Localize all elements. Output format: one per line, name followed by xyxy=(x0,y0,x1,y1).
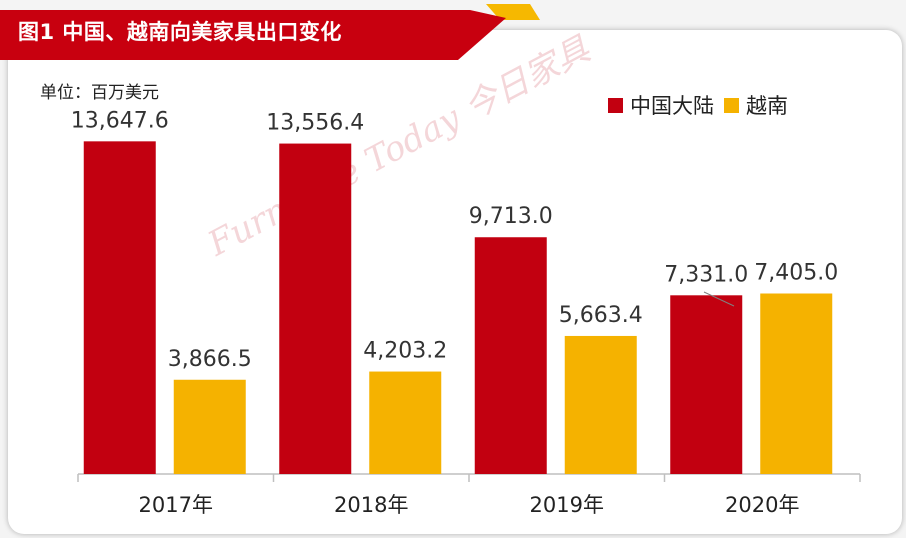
data-label-china-3: 7,331.0 xyxy=(664,262,748,287)
bar-vietnam-2 xyxy=(564,335,637,474)
bar-vietnam-3 xyxy=(760,293,833,474)
data-label-china-2: 9,713.0 xyxy=(469,204,553,229)
legend: 中国大陆 越南 xyxy=(608,90,798,120)
x-tick-label-3: 2020年 xyxy=(725,493,799,517)
data-label-china-0: 13,647.6 xyxy=(71,108,169,133)
title-background xyxy=(0,10,506,60)
legend-swatch-vietnam xyxy=(724,97,739,113)
data-label-vietnam-1: 4,203.2 xyxy=(363,339,447,364)
bar-china-1 xyxy=(279,143,352,474)
bar-china-2 xyxy=(474,237,547,474)
legend-item-china: 中国大陆 xyxy=(608,90,714,120)
chart-card xyxy=(8,30,902,534)
unit-label: 单位：百万美元 xyxy=(40,83,159,103)
bar-vietnam-0 xyxy=(173,379,246,474)
legend-label-china: 中国大陆 xyxy=(630,94,714,118)
data-label-vietnam-0: 3,866.5 xyxy=(168,347,252,372)
x-tick-label-1: 2018年 xyxy=(334,493,408,517)
legend-item-vietnam: 越南 xyxy=(724,90,788,120)
x-tick-label-2: 2019年 xyxy=(530,493,604,517)
bar-china-3 xyxy=(670,295,743,474)
data-label-vietnam-2: 5,663.4 xyxy=(559,303,643,328)
bar-vietnam-1 xyxy=(369,371,442,474)
data-label-china-1: 13,556.4 xyxy=(266,111,364,136)
legend-swatch-china xyxy=(608,97,623,113)
leader-line-2020 xyxy=(703,291,735,307)
legend-label-vietnam: 越南 xyxy=(746,94,788,118)
data-label-vietnam-3: 7,405.0 xyxy=(754,261,838,286)
x-tick-label-0: 2017年 xyxy=(139,493,213,517)
title-banner xyxy=(0,4,540,60)
bar-china-0 xyxy=(83,141,156,474)
title-accent-stripe xyxy=(486,4,540,20)
chart-title: 图1 中国、越南向美家具出口变化 xyxy=(18,20,342,44)
